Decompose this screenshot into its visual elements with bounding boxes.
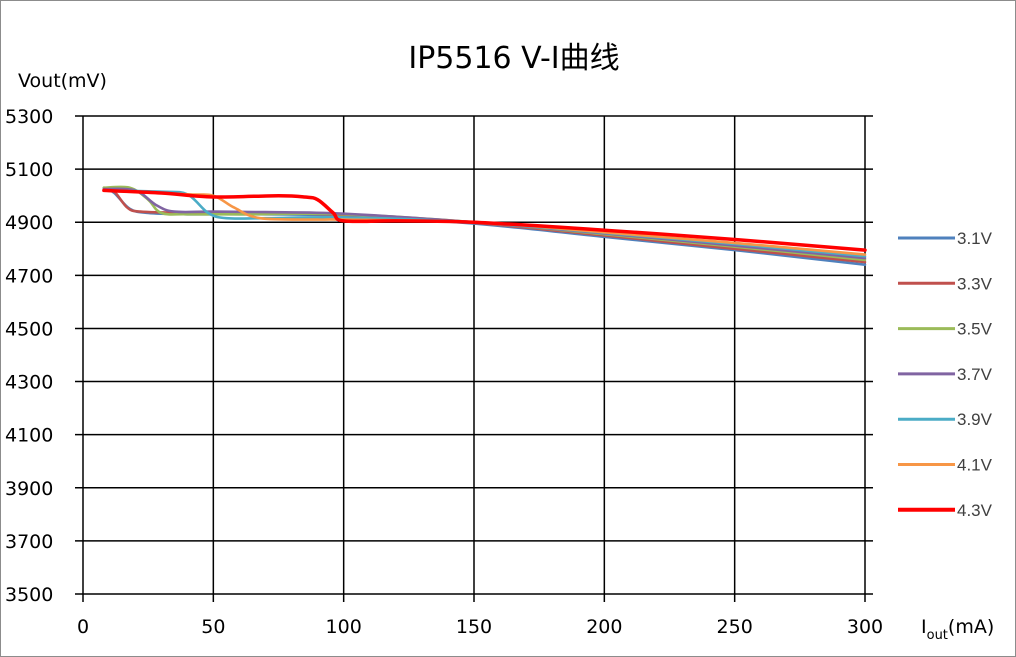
y-tick-label: 4300 [5,372,53,394]
legend-label: 3.3V [957,274,993,293]
y-tick-label: 5300 [5,106,53,128]
chart-title: IP5516 V-I曲线 [408,41,619,76]
legend-label: 3.7V [957,365,993,384]
y-tick-label: 3500 [5,584,53,606]
series-line [102,188,867,252]
y-tick-label: 4700 [5,265,53,287]
x-tick-labels: 0 50 100 150 200 250 300 [77,616,883,638]
x-tick-label: 0 [77,616,89,638]
legend-label: 4.3V [957,501,993,520]
x-tick-label: 150 [456,616,492,638]
series-lines [102,185,867,266]
x-tick-label: 250 [717,616,753,638]
legend-label: 4.1V [957,456,993,475]
y-tick-label: 5100 [5,159,53,181]
y-axis-label: Vout(mV) [18,70,107,92]
series-line [102,186,867,266]
x-axis-label-main: I [921,616,927,638]
y-tick-label: 3900 [5,478,53,500]
y-tick-label: 4100 [5,425,53,447]
legend: 3.1V 3.3V 3.5V 3.7V 3.9V 4.1V 4.3V [898,229,993,520]
legend-label: 3.1V [957,229,993,248]
legend-label: 3.5V [957,320,993,339]
x-axis-label: Iout(mA) [921,616,994,643]
legend-label: 3.9V [957,410,993,429]
x-tick-label: 100 [326,616,362,638]
x-axis-label-sub: out [927,628,948,643]
y-tick-label: 3700 [5,531,53,553]
series-line [102,189,867,256]
y-tick-label: 4900 [5,212,53,234]
y-tick-label: 4500 [5,318,53,340]
x-tick-label: 300 [847,616,883,638]
x-tick-label: 200 [586,616,622,638]
gridlines [75,115,873,602]
x-axis-label-unit: (mA) [948,616,994,638]
x-tick-label: 50 [201,616,225,638]
y-tick-labels: 3500 3700 3900 4100 4300 4500 4700 4900 5100 5300 [5,106,53,606]
